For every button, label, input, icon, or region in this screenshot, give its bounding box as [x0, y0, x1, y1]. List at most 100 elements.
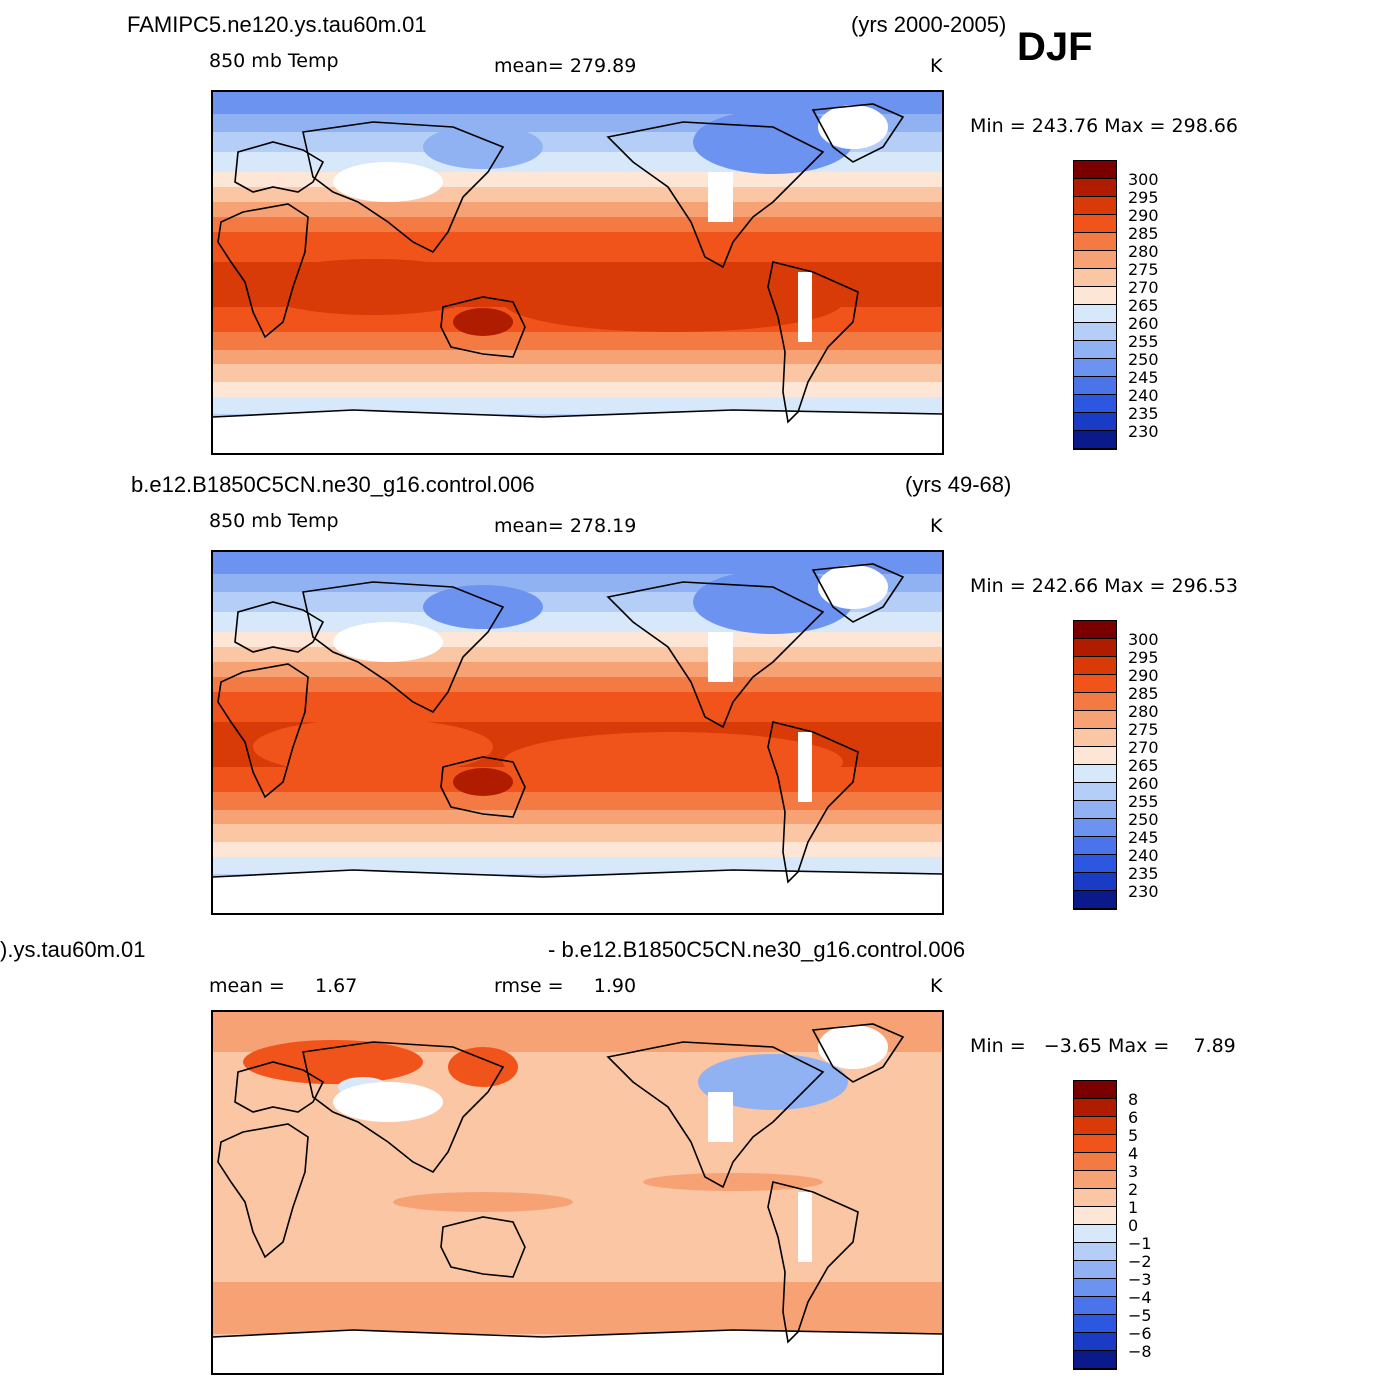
- rockies-missing: [708, 632, 733, 682]
- coast-asia: [302, 1041, 505, 1174]
- greenland-missing: [818, 1025, 888, 1069]
- temperature-band: [213, 1282, 942, 1334]
- coast-australia: [440, 756, 526, 818]
- tibet-missing: [333, 1082, 443, 1122]
- cold-region: [693, 570, 853, 634]
- panel2-colorbar: [1073, 620, 1117, 910]
- colorbar-label: 255: [1128, 332, 1159, 351]
- panel1-years: (yrs 2000-2005): [851, 12, 1007, 37]
- andes-missing: [798, 272, 812, 342]
- colorbar-label: 295: [1128, 648, 1159, 667]
- tibet-missing: [333, 162, 443, 202]
- panel1-colorbar: [1073, 160, 1117, 450]
- colorbar-segment: [1074, 1225, 1116, 1243]
- warm-pool: [503, 272, 843, 332]
- colorbar-segment: [1074, 1189, 1116, 1207]
- colorbar-label: 300: [1128, 630, 1159, 649]
- diff-band: [393, 1192, 573, 1212]
- colorbar-segment: [1074, 855, 1116, 873]
- colorbar-label: 275: [1128, 260, 1159, 279]
- coast-namerica: [606, 1041, 825, 1189]
- season-label: DJF: [1017, 25, 1093, 69]
- panel2-mean: mean= 278.19: [494, 515, 637, 537]
- colorbar-label: 245: [1128, 368, 1159, 387]
- temperature-band: [213, 187, 942, 202]
- colorbar-label: 1: [1128, 1198, 1139, 1217]
- panel3-units: K: [930, 975, 943, 997]
- panel1-map: [211, 90, 944, 455]
- andes-missing: [798, 1192, 812, 1262]
- rockies-missing: [708, 1092, 733, 1142]
- rockies-missing: [708, 172, 733, 222]
- coast-europe: [234, 1061, 325, 1113]
- colorbar-segment: [1074, 431, 1116, 449]
- colorbar-label: −3: [1128, 1270, 1152, 1289]
- colorbar-segment: [1074, 1315, 1116, 1333]
- colorbar-label: 285: [1128, 224, 1159, 243]
- colorbar-label: 2: [1128, 1180, 1139, 1199]
- temperature-band: [213, 350, 942, 364]
- cold-region: [423, 585, 543, 629]
- colorbar-segment: [1074, 1297, 1116, 1315]
- diff-cold: [698, 1054, 848, 1110]
- colorbar-segment: [1074, 1081, 1116, 1099]
- panel3-colorbar: [1073, 1080, 1117, 1370]
- colorbar-segment: [1074, 377, 1116, 395]
- temperature-band: [213, 677, 942, 692]
- temperature-band: [213, 92, 942, 114]
- colorbar-label: 250: [1128, 350, 1159, 369]
- colorbar-label: 8: [1128, 1090, 1139, 1109]
- colorbar-label: −2: [1128, 1252, 1152, 1271]
- colorbar-segment: [1074, 1207, 1116, 1225]
- colorbar-label: −8: [1128, 1342, 1152, 1361]
- panel3-title-left: ).ys.tau60m.01: [0, 937, 146, 962]
- temperature-band: [213, 824, 942, 842]
- cold-region: [423, 125, 543, 169]
- tibet-missing: [333, 622, 443, 662]
- temperature-band: [213, 382, 942, 397]
- colorbar-label: 260: [1128, 774, 1159, 793]
- colorbar-segment: [1074, 269, 1116, 287]
- diff-warm: [448, 1047, 518, 1087]
- temperature-band: [213, 792, 942, 810]
- colorbar-segment: [1074, 657, 1116, 675]
- colorbar-label: 240: [1128, 386, 1159, 405]
- cold-region: [693, 110, 853, 174]
- colorbar-segment: [1074, 675, 1116, 693]
- colorbar-label: 3: [1128, 1162, 1139, 1181]
- panel3-map: [211, 1010, 944, 1375]
- warm-pool: [503, 732, 843, 792]
- coast-greenland: [811, 1023, 905, 1083]
- temperature-band: [213, 232, 942, 262]
- coast-australia: [440, 296, 526, 358]
- colorbar-label: 280: [1128, 242, 1159, 261]
- colorbar-label: 260: [1128, 314, 1159, 333]
- colorbar-segment: [1074, 801, 1116, 819]
- temperature-band: [213, 692, 942, 722]
- colorbar-segment: [1074, 891, 1116, 909]
- colorbar-segment: [1074, 1261, 1116, 1279]
- temperature-band: [213, 332, 942, 350]
- colorbar-segment: [1074, 873, 1116, 891]
- coast-antarctica: [213, 869, 942, 878]
- colorbar-segment: [1074, 395, 1116, 413]
- coastlines: [213, 103, 942, 424]
- colorbar-label: 265: [1128, 756, 1159, 775]
- colorbar-segment: [1074, 161, 1116, 179]
- warm-pool: [253, 719, 493, 775]
- warm-pool: [253, 259, 493, 315]
- coast-greenland: [811, 563, 905, 623]
- panel3-rmse: rmse = 1.90: [494, 975, 637, 997]
- colorbar-segment: [1074, 1279, 1116, 1297]
- temperature-band: [213, 647, 942, 662]
- colorbar-label: 240: [1128, 846, 1159, 865]
- colorbar-label: 285: [1128, 684, 1159, 703]
- colorbar-segment: [1074, 1135, 1116, 1153]
- coast-africa: [217, 663, 309, 799]
- andes-missing: [798, 732, 812, 802]
- colorbar-segment: [1074, 819, 1116, 837]
- colorbar-label: 5: [1128, 1126, 1139, 1145]
- panel2-map: [211, 550, 944, 915]
- panel1-units: K: [930, 55, 943, 77]
- greenland-missing: [818, 565, 888, 609]
